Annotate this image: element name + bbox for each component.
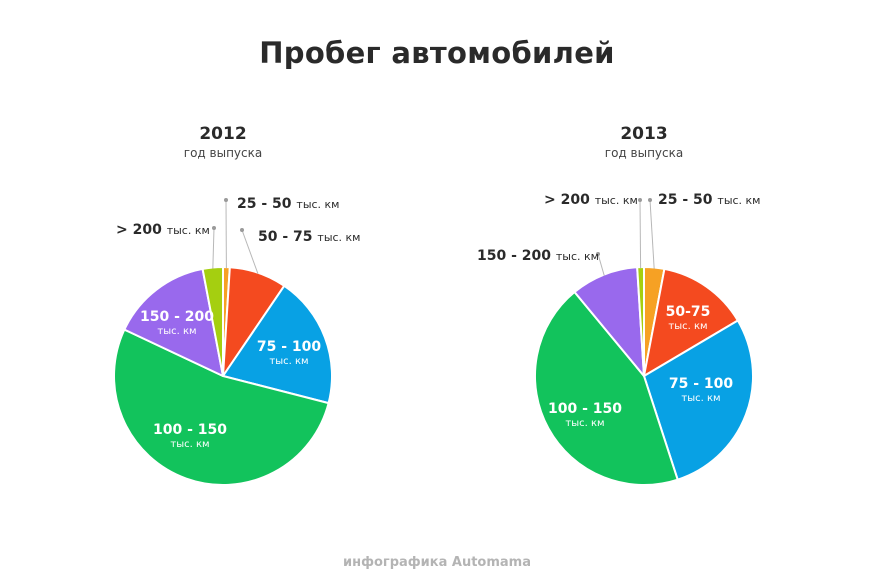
leader-dot <box>596 252 600 256</box>
slice-label-value: 150 - 200 <box>140 309 214 325</box>
slice-label-unit: тыс. км <box>269 356 308 367</box>
pie-slice-50-75 <box>643 267 739 377</box>
pie-chart-2012: 2012 год выпуска 25 - 50 тыс. км 50 - 75 ты… <box>113 124 360 486</box>
leader-line <box>212 227 215 269</box>
slice-label-text: 25 - 50 тыс. км <box>237 196 339 212</box>
pie-slice-150-200 <box>123 267 224 377</box>
slice-label-text: 150 - 200 тыс. км <box>477 248 599 264</box>
slice-label-text: > 200 тыс. км <box>544 192 638 208</box>
slice-label-unit: тыс. км <box>170 439 209 450</box>
slice-label-value: 75 - 100 <box>669 376 734 392</box>
pie-title: 2013 <box>620 124 667 144</box>
chart-title: Пробег автомобилей <box>259 36 615 70</box>
leader-line <box>639 199 642 269</box>
slice-label-over-200: > 200 тыс. км <box>544 192 642 269</box>
slice-label-50-75: 50 - 75 тыс. км <box>240 228 360 274</box>
credit-footer: инфографика Automama <box>342 555 532 570</box>
slice-label-unit: тыс. км <box>681 393 720 404</box>
slice-label-unit: тыс. км <box>565 418 604 429</box>
pie-subtitle: год выпуска <box>605 146 683 160</box>
slice-label-text: > 200 тыс. км <box>116 222 210 238</box>
pie-subtitle: год выпуска <box>184 146 262 160</box>
slice-label-value: 100 - 150 <box>548 401 622 417</box>
slice-label-unit: тыс. км <box>668 321 707 332</box>
pie-slice-75-100 <box>643 319 754 481</box>
slice-label-over-200: > 200 тыс. км <box>116 222 216 269</box>
leader-dot <box>224 198 228 202</box>
leader-dot <box>648 198 652 202</box>
slice-label-value: 50-75 <box>666 304 711 320</box>
leader-line <box>597 253 605 276</box>
slice-label-unit: тыс. км <box>157 326 196 337</box>
slice-label-150-200: 150 - 200 тыс. км <box>477 248 605 276</box>
leader-dot <box>212 226 216 230</box>
slice-label-25-50: 25 - 50 тыс. км <box>224 196 339 269</box>
pie-slice-75-100 <box>222 284 333 405</box>
slice-label-text: 50 - 75 тыс. км <box>258 229 360 245</box>
leader-line <box>649 199 655 269</box>
slice-label-value: 75 - 100 <box>257 339 322 355</box>
leader-line <box>241 229 259 274</box>
slice-label-value: 100 - 150 <box>153 422 227 438</box>
pie-slice-100-150 <box>533 291 679 487</box>
slice-label-25-50: 25 - 50 тыс. км <box>648 192 760 269</box>
leader-dot <box>638 198 642 202</box>
slice-label-text: 25 - 50 тыс. км <box>658 192 760 208</box>
pie-slice-100-150 <box>113 328 330 486</box>
leader-dot <box>240 228 244 232</box>
pie-title: 2012 <box>199 124 246 144</box>
